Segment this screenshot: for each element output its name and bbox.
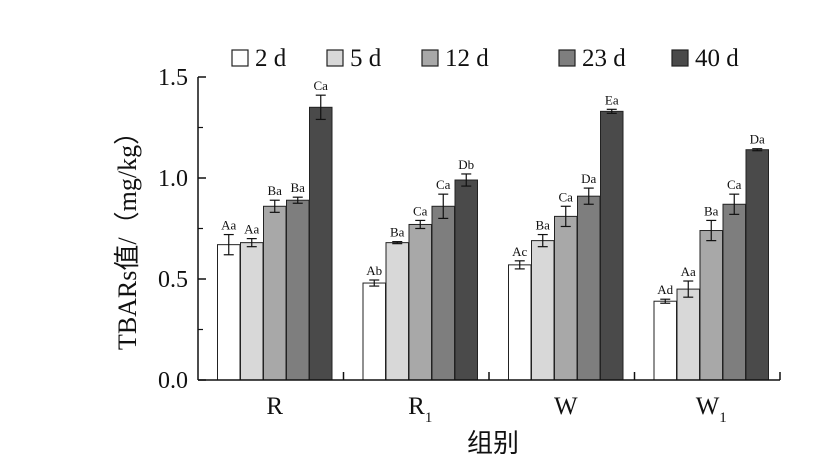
bar [600,110,624,381]
legend-label: 2 d [255,45,287,72]
y-axis-title: TBARs值/（mg/kg） [113,119,142,350]
y-tick-label: 1.5 [158,65,188,91]
y-axis: 0.0 0.5 1.0 1.5 [158,65,206,394]
significance-label: Aa [681,264,696,279]
x-axis: R R1 W W1 [198,372,781,426]
significance-label: Ba [390,225,405,240]
bars: Aa Aa Ba Ba Ca Ab Ba Ca Ca Db Ac Ba Ca Da Ea Ad Aa Ba Ca Da [217,78,769,381]
significance-label: Ba [704,203,719,218]
bar-group: Ac Ba Ca Da Ea [508,92,624,381]
y-tick-label: 1.0 [158,166,188,192]
bar [309,106,333,381]
significance-label: Ca [314,78,329,93]
bar [385,242,409,381]
legend-swatch [326,49,344,67]
x-tick-label: W [554,393,578,420]
significance-label: Ab [366,263,382,278]
significance-label: Ea [605,92,619,107]
bar [217,244,241,381]
legend-swatch [231,49,249,67]
bar-group: Ad Aa Ba Ca Da [653,132,769,381]
bar-group: Aa Aa Ba Ba Ca [217,78,333,381]
legend-swatch [558,49,576,67]
bar [454,179,478,381]
legend-item: 23 d [558,45,626,72]
y-tick-label: 0.0 [158,368,188,394]
bar [676,288,700,381]
significance-label: Ad [657,282,673,297]
significance-label: Da [750,132,765,147]
bar [362,282,386,381]
bar [508,264,532,381]
significance-label: Ba [536,218,551,233]
significance-label: Ac [512,244,527,259]
bar [722,203,746,381]
significance-label: Da [581,171,596,186]
bar [653,300,677,381]
bar [408,223,432,381]
legend-label: 5 d [350,45,382,72]
significance-label: Aa [244,222,259,237]
significance-label: Ba [291,180,306,195]
x-axis-title: 组别 [467,429,519,458]
legend-swatch [421,49,439,67]
bar-group: Ab Ba Ca Ca Db [362,157,478,381]
bar [745,149,769,381]
x-tick-label: R1 [408,393,432,426]
significance-label: Ca [559,189,574,204]
x-tick-label: R [266,393,283,420]
significance-label: Ca [436,177,451,192]
significance-label: Ca [413,203,428,218]
x-tick-label: W1 [696,393,727,426]
bar [531,240,555,381]
bar [431,205,455,381]
legend-label: 12 d [445,45,489,72]
bar [554,215,578,381]
bar [263,205,287,381]
legend-item: 5 d [326,45,382,72]
bar [699,230,723,381]
bar [286,199,310,381]
legend: 2 d 5 d 12 d 23 d 40 d [231,45,739,72]
legend-item: 40 d [671,45,739,72]
legend-label: 23 d [582,45,626,72]
legend-swatch [671,49,689,67]
legend-item: 12 d [421,45,489,72]
legend-label: 40 d [695,45,739,72]
bar [577,195,601,381]
y-tick-label: 0.5 [158,267,188,293]
significance-label: Ba [268,183,283,198]
significance-label: Db [458,157,474,172]
bar [240,242,264,381]
significance-label: Ca [727,177,742,192]
significance-label: Aa [221,218,236,233]
legend-item: 2 d [231,45,287,72]
